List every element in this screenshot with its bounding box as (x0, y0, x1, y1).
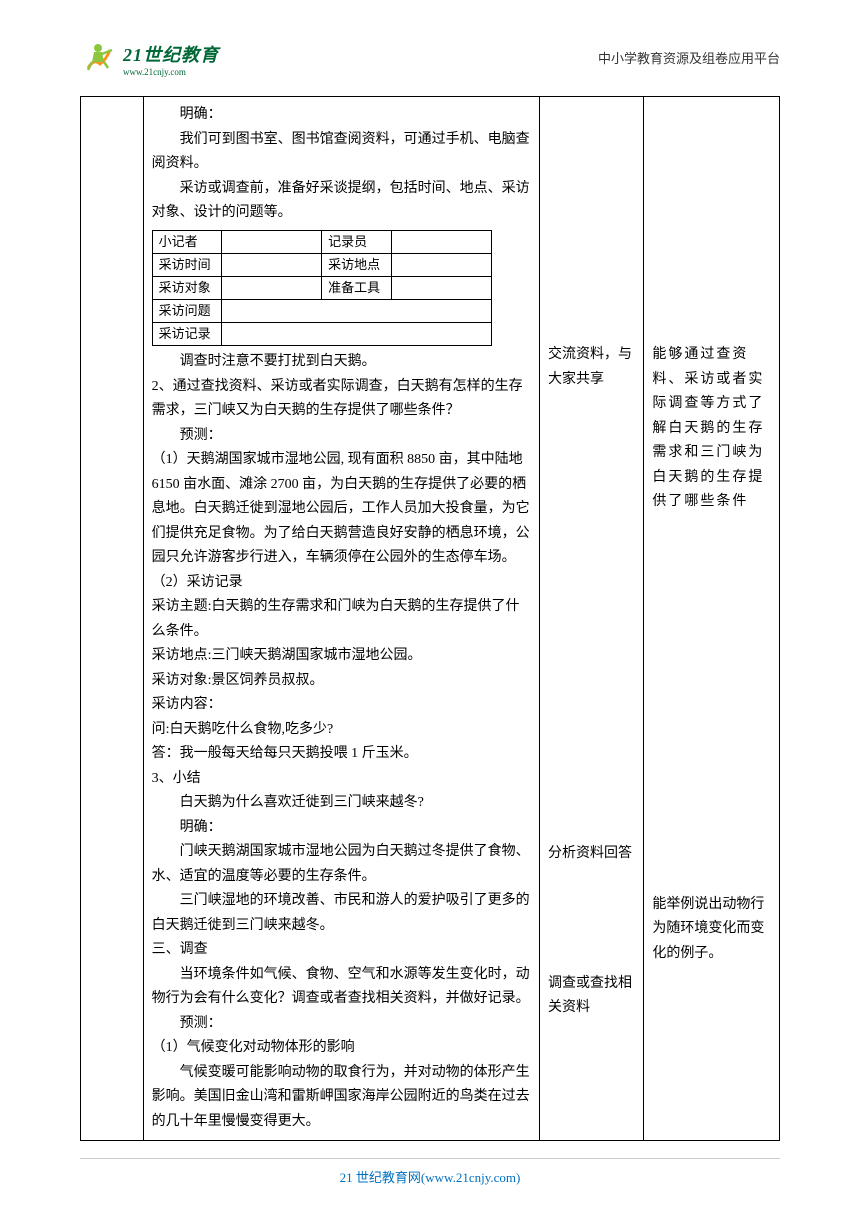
paragraph: 预测： (152, 424, 531, 449)
cell-label: 采访时间 (152, 253, 222, 276)
table-col-activity: 交流资料，与大家共享 分析资料回答 调查或查找相关资料 (540, 97, 644, 1141)
logo-icon (80, 40, 118, 78)
paragraph: 调查时注意不要打扰到白天鹅。 (152, 350, 531, 375)
table-col-content: 明确： 我们可到图书室、图书馆查阅资料，可通过手机、电脑查阅资料。 采访或调查前… (143, 97, 539, 1141)
paragraph: 采访地点:三门峡天鹅湖国家城市湿地公园。 (152, 644, 531, 669)
logo-text: 21世纪教育 www.21cnjy.com (123, 41, 219, 77)
activity-text: 调查或查找相关资料 (548, 972, 635, 1021)
interview-form-table: 小记者 记录员 采访时间 采访地点 采访对象 准备工具 (152, 230, 492, 347)
cell-value (391, 230, 491, 253)
cell-value (222, 253, 322, 276)
table-row: 采访对象 准备工具 (152, 276, 491, 299)
table-row: 采访时间 采访地点 (152, 253, 491, 276)
paragraph: 采访内容： (152, 693, 531, 718)
table-row: 采访记录 (152, 323, 491, 346)
cell-value (222, 300, 491, 323)
cell-label: 采访地点 (322, 253, 392, 276)
page-footer: 21 世纪教育网(www.21cnjy.com) (0, 1158, 860, 1186)
footer-divider (80, 1158, 780, 1159)
cell-label: 准备工具 (322, 276, 392, 299)
paragraph: （2）采访记录 (152, 571, 531, 596)
cell-label: 采访问题 (152, 300, 222, 323)
table-col-objective: 能够通过查资料、采访或者实际调查等方式了解白天鹅的生存需求和三门峡为白天鹅的生存… (644, 97, 780, 1141)
logo: 21世纪教育 www.21cnjy.com (80, 40, 219, 78)
cell-label: 采访对象 (152, 276, 222, 299)
cell-label: 采访记录 (152, 323, 222, 346)
activity-text: 分析资料回答 (548, 842, 635, 867)
paragraph: 3、小结 (152, 767, 531, 792)
paragraph: 明确： (152, 103, 531, 128)
table-col-1 (81, 97, 144, 1141)
logo-title: 21世纪教育 (123, 41, 219, 67)
table-row: 采访问题 (152, 300, 491, 323)
paragraph: 三门峡湿地的环境改善、市民和游人的爱护吸引了更多的白天鹅迁徙到三门峡来越冬。 (152, 889, 531, 938)
logo-url: www.21cnjy.com (123, 67, 219, 77)
cell-value (391, 276, 491, 299)
cell-value (222, 323, 491, 346)
objective-text: 能够通过查资料、采访或者实际调查等方式了解白天鹅的生存需求和三门峡为白天鹅的生存… (652, 343, 771, 515)
cell-value (222, 230, 322, 253)
paragraph: 问:白天鹅吃什么食物,吃多少? (152, 718, 531, 743)
cell-value (391, 253, 491, 276)
objective-text: 能举例说出动物行为随环境变化而变化的例子。 (652, 893, 771, 967)
paragraph: 采访主题:白天鹅的生存需求和门峡为白天鹅的生存提供了什么条件。 (152, 595, 531, 644)
paragraph: 气候变暖可能影响动物的取食行为，并对动物的体形产生影响。美国旧金山湾和雷斯岬国家… (152, 1061, 531, 1135)
footer-text: 21 世纪教育网(www.21cnjy.com) (340, 1170, 521, 1185)
paragraph: （1）气候变化对动物体形的影响 (152, 1036, 531, 1061)
paragraph: 答：我一般每天给每只天鹅投喂 1 斤玉米。 (152, 742, 531, 767)
cell-label: 小记者 (152, 230, 222, 253)
paragraph: 采访对象:景区饲养员叔叔。 (152, 669, 531, 694)
paragraph: 采访或调查前，准备好采谈提纲，包括时间、地点、采访对象、设计的问题等。 (152, 177, 531, 226)
paragraph: 门峡天鹅湖国家城市湿地公园为白天鹅过冬提供了食物、水、适宜的温度等必要的生存条件… (152, 840, 531, 889)
page-header: 21世纪教育 www.21cnjy.com 中小学教育资源及组卷应用平台 (80, 40, 780, 78)
header-subtitle: 中小学教育资源及组卷应用平台 (598, 48, 780, 67)
paragraph: 白天鹅为什么喜欢迁徙到三门峡来越冬? (152, 791, 531, 816)
cell-value (222, 276, 322, 299)
paragraph: 当环境条件如气候、食物、空气和水源等发生变化时，动物行为会有什么变化？调查或者查… (152, 963, 531, 1012)
cell-label: 记录员 (322, 230, 392, 253)
paragraph: 2、通过查找资料、采访或者实际调查，白天鹅有怎样的生存需求，三门峡又为白天鹅的生… (152, 375, 531, 424)
paragraph: 明确： (152, 816, 531, 841)
paragraph: （1）天鹅湖国家城市湿地公园, 现有面积 8850 亩，其中陆地 6150 亩水… (152, 448, 531, 571)
main-content-table: 明确： 我们可到图书室、图书馆查阅资料，可通过手机、电脑查阅资料。 采访或调查前… (80, 96, 780, 1141)
paragraph: 预测： (152, 1012, 531, 1037)
paragraph: 三、调查 (152, 938, 531, 963)
paragraph: 我们可到图书室、图书馆查阅资料，可通过手机、电脑查阅资料。 (152, 128, 531, 177)
table-row: 小记者 记录员 (152, 230, 491, 253)
activity-text: 交流资料，与大家共享 (548, 343, 635, 392)
